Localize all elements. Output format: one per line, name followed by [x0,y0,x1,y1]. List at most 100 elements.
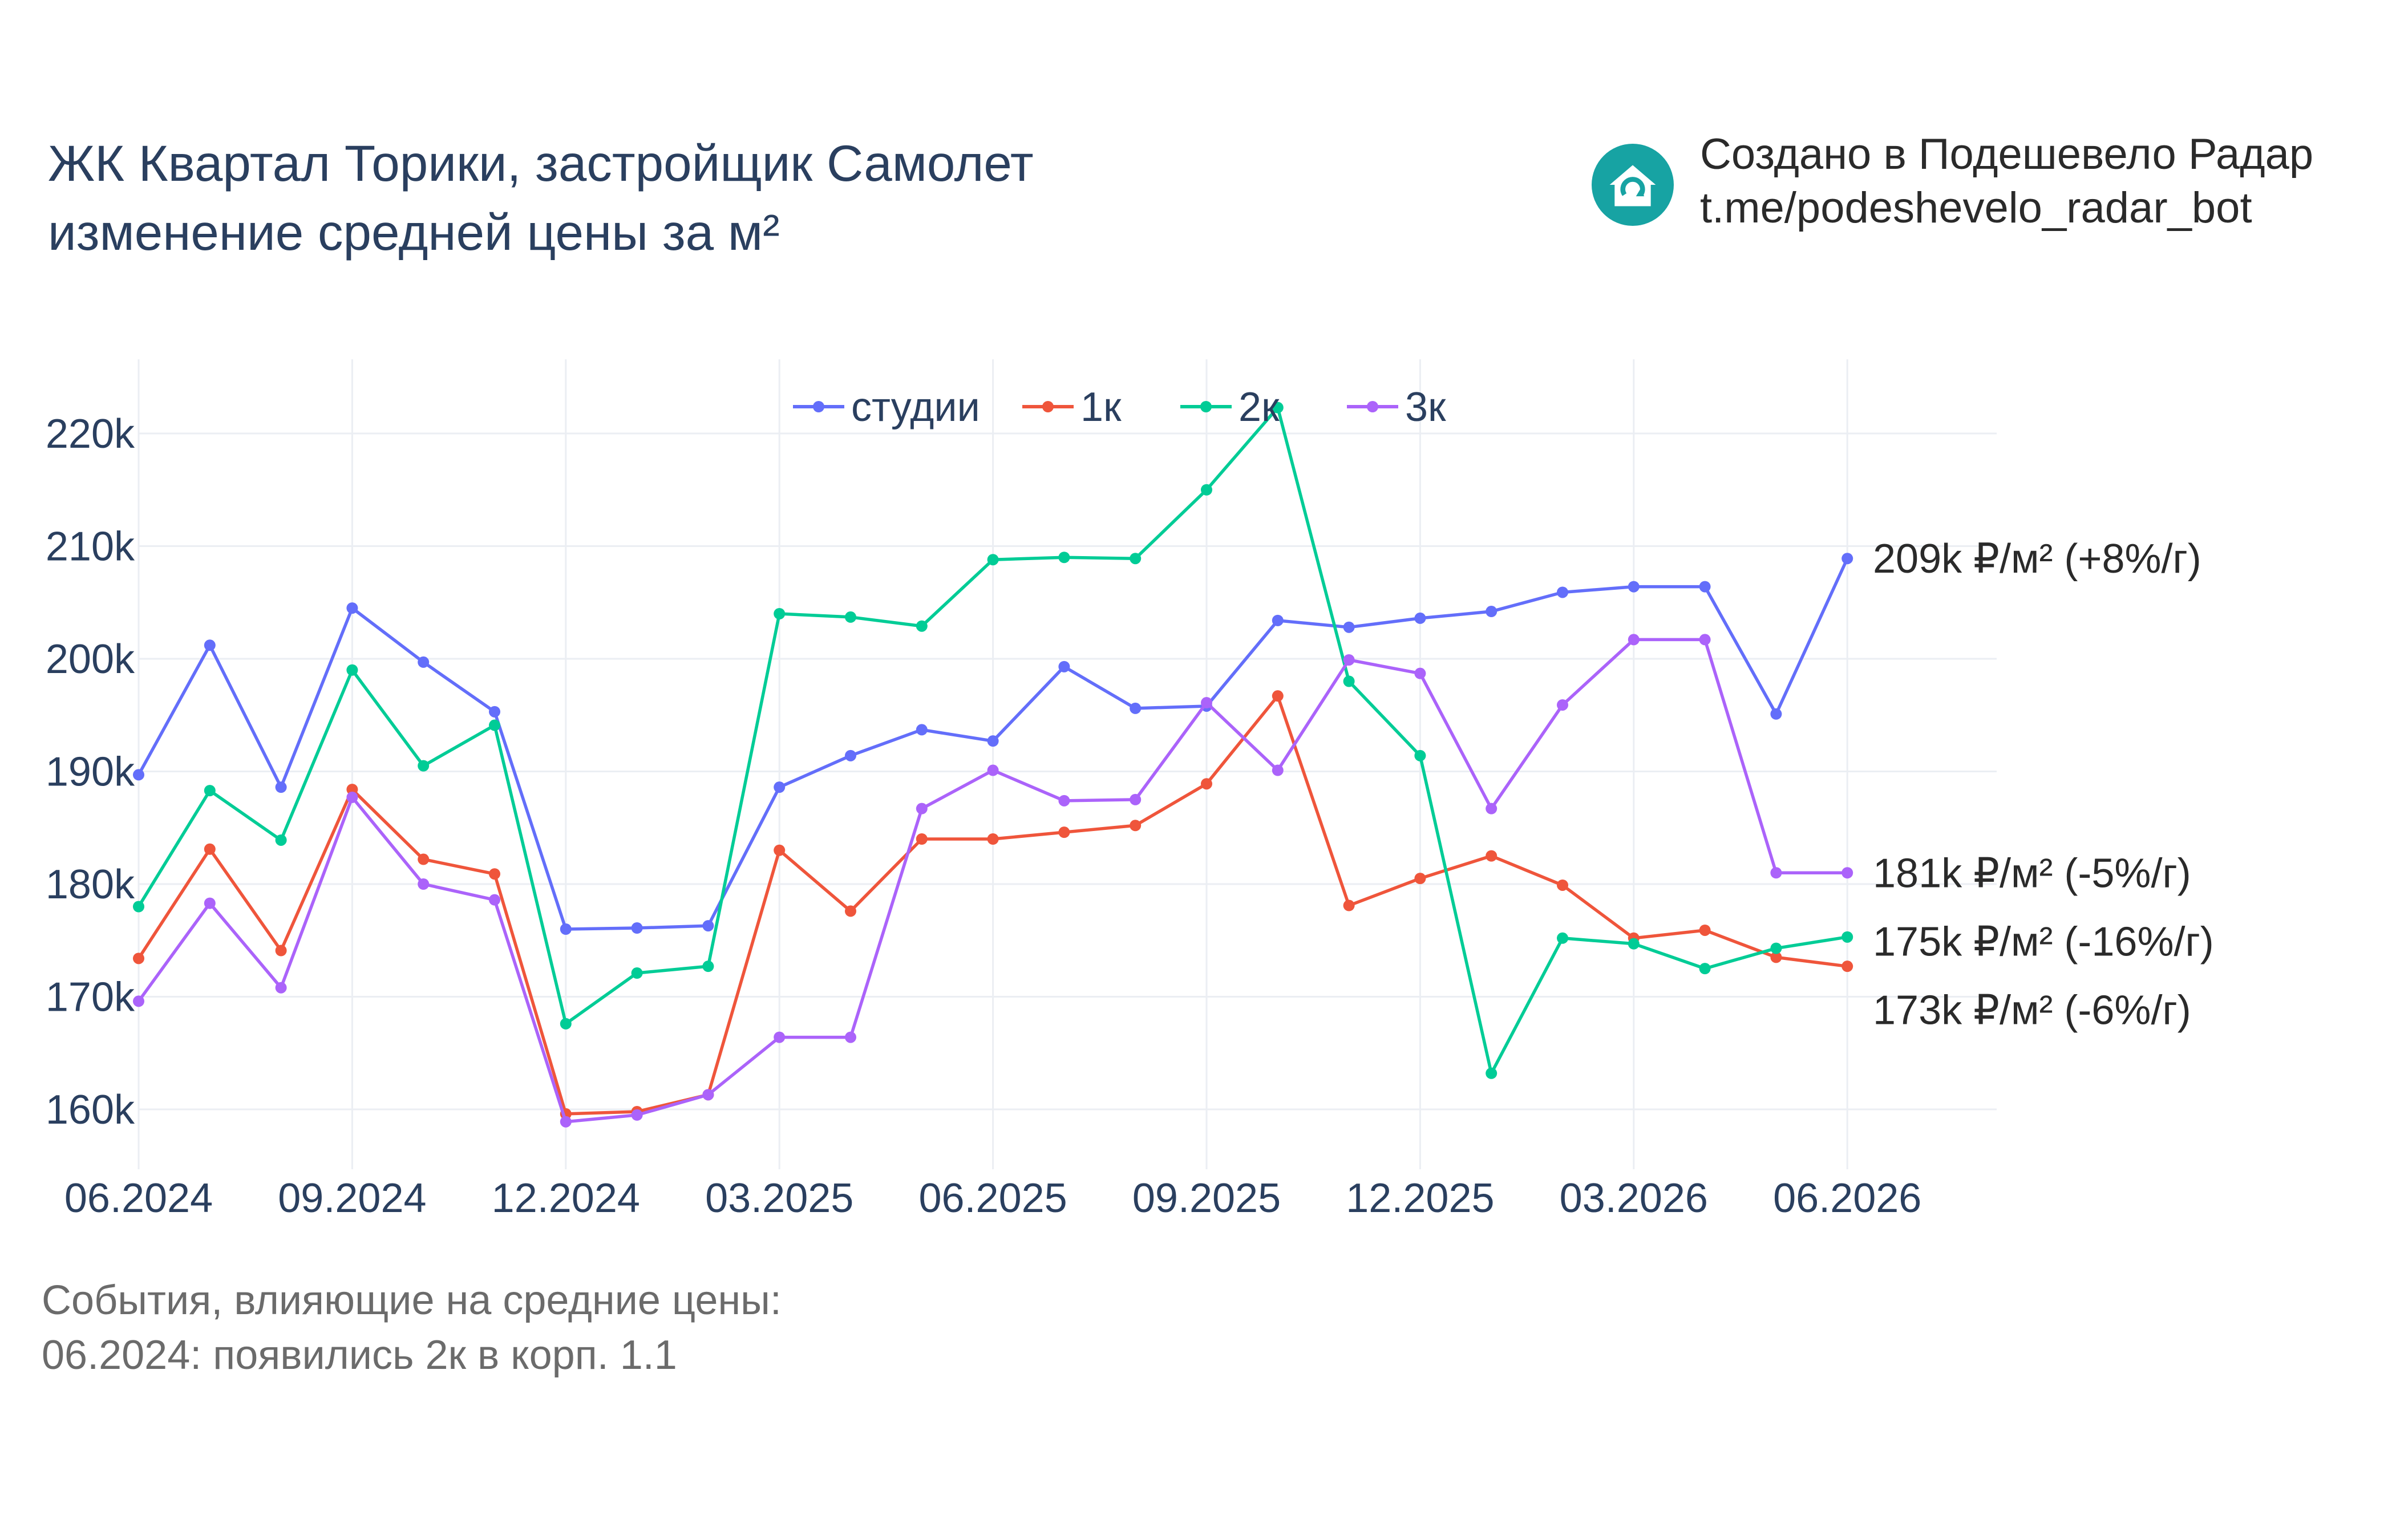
y-tick-label: 180k [46,862,135,907]
data-point [560,1116,572,1128]
series-end-label: 173k ₽/м² (-6%/г) [1873,987,2191,1033]
data-point [418,853,430,865]
data-point [1201,778,1212,790]
data-point [346,602,358,614]
series-end-label: 175k ₽/м² (-16%/г) [1873,919,2214,964]
x-tick-label: 06.2025 [918,1176,1067,1221]
data-point [1272,614,1284,626]
data-point [774,781,786,793]
data-point [1414,667,1426,679]
y-tick-label: 200k [46,637,135,682]
events-heading: События, влияющие на средние цены: [42,1278,782,1323]
data-point [1486,803,1498,814]
legend-swatch-marker[interactable] [1200,401,1212,412]
series-end-label: 181k ₽/м² (-5%/г) [1873,850,2191,896]
chart-title: ЖК Квартал Торики, застройщик Самолет из… [48,129,1034,267]
data-point [845,749,856,761]
data-point [346,664,358,676]
data-point [133,769,144,781]
data-point [346,791,358,803]
data-point [631,1109,643,1121]
data-point [1414,612,1426,624]
data-point [1343,899,1355,911]
data-point [1201,697,1212,709]
x-tick-label: 09.2024 [278,1176,426,1221]
data-point [489,894,500,906]
x-tick-label: 12.2024 [492,1176,640,1221]
series-end-label: 209k ₽/м² (+8%/г) [1873,536,2201,582]
data-point [987,735,999,747]
brand-link[interactable]: t.me/podeshevelo_radar_bot [1700,184,2252,232]
legend-swatch-marker[interactable] [1042,401,1054,412]
data-point [1841,961,1853,972]
data-point [489,868,500,880]
house-refresh-icon [1592,144,1674,226]
data-point [845,905,856,917]
data-point [1201,484,1212,496]
y-tick-label: 170k [46,975,135,1020]
data-point [1699,924,1711,936]
data-point [1058,660,1070,672]
data-point [1628,938,1640,950]
data-point [489,706,500,718]
x-tick-label: 03.2026 [1560,1176,1708,1221]
data-point [1343,621,1355,633]
legend-label[interactable]: 2к [1239,384,1280,430]
data-point [1343,654,1355,666]
data-point [631,967,643,979]
data-point [1130,702,1142,714]
y-tick-label: 220k [46,411,135,457]
data-point [1770,951,1782,963]
chart-title-line2: изменение средней цены за м² [48,204,780,261]
x-tick-label: 06.2024 [64,1176,213,1221]
data-point [1628,581,1640,593]
data-point [774,1031,786,1043]
data-point [1841,553,1853,565]
data-point [204,897,216,909]
data-point [774,844,786,856]
data-point [204,843,216,855]
data-point [702,920,714,932]
legend-label[interactable]: 1к [1080,384,1122,430]
data-point [1557,932,1568,944]
data-point [845,1031,856,1043]
data-point [418,760,430,772]
data-point [275,982,287,994]
data-point [1841,931,1853,943]
legend-label[interactable]: студии [851,384,980,430]
data-point [1272,690,1284,702]
data-point [1272,764,1284,776]
data-point [1699,581,1711,593]
data-point [1770,942,1782,954]
data-point [916,833,928,845]
data-point [1414,873,1426,885]
data-point [916,620,928,632]
legend-label[interactable]: 3к [1405,384,1446,430]
y-tick-label: 190k [46,749,135,795]
data-point [560,923,572,935]
data-point [631,922,643,934]
data-point [702,961,714,972]
data-point [1130,553,1142,565]
event-item: 06.2024: появились 2к в корп. 1.1 [42,1332,677,1378]
data-point [418,656,430,668]
data-point [133,901,144,913]
data-point [1770,708,1782,720]
data-point [133,953,144,964]
data-point [275,945,287,957]
data-point [1628,634,1640,646]
legend-swatch-marker[interactable] [1367,401,1378,412]
data-point [702,1089,714,1101]
x-tick-label: 03.2025 [705,1176,853,1221]
data-point [916,724,928,736]
data-point [987,764,999,776]
legend-swatch-marker[interactable] [813,401,824,412]
legend: студии 1к 2к 3к [793,384,1446,430]
data-point [916,803,928,814]
data-point [987,833,999,845]
chart-title-line1: ЖК Квартал Торики, застройщик Самолет [48,135,1034,192]
data-point [845,611,856,623]
data-point [275,781,287,793]
x-tick-label: 09.2025 [1132,1176,1281,1221]
